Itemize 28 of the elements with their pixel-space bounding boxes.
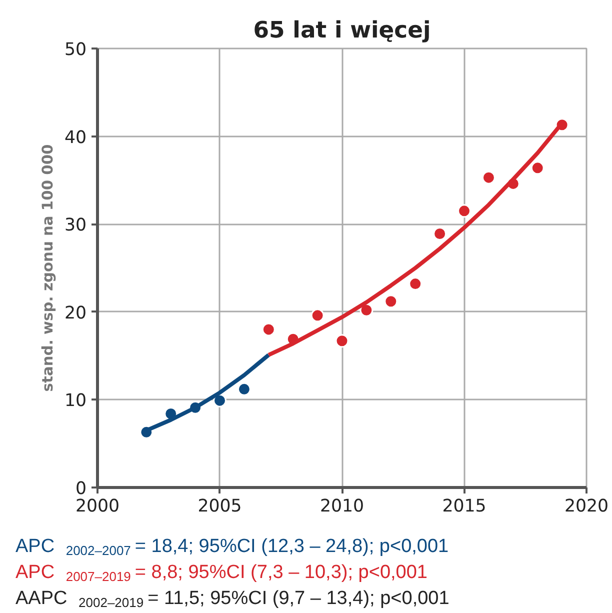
text: APC 2002–2007 = 18,4; 95%CI (12,3 – 24,8); p<0,001 <box>16 536 449 558</box>
point <box>310 308 324 322</box>
y-tick-label: 50 <box>64 40 87 60</box>
text: APC 2007–2019 = 8,8; 95%CI (7,3 – 10,3); p<0,001 <box>16 562 428 584</box>
point <box>530 161 544 175</box>
point <box>237 382 251 396</box>
point <box>213 394 226 408</box>
y-tick-label: 20 <box>64 303 87 324</box>
point <box>458 204 471 218</box>
x-tick-label: 2015 <box>442 496 486 516</box>
point <box>433 227 447 240</box>
y-tick-label: 10 <box>64 391 87 412</box>
x-tick-label: 2010 <box>320 496 364 516</box>
y-axis-title: stand. wsp. zgonu na 100 000 <box>39 144 56 392</box>
y-tick-label: 40 <box>64 128 87 148</box>
point <box>262 322 276 336</box>
point <box>384 294 398 308</box>
text: AAPC 2002–2019 = 11,5; 95%CI (9,7 – 13,4); p<0,001 <box>16 588 450 610</box>
x-tick-label: 2020 <box>564 496 609 516</box>
point <box>360 303 374 317</box>
y-tick-label: 0 <box>75 479 87 499</box>
x-tick-label: 2000 <box>75 496 120 516</box>
point <box>335 334 349 348</box>
y-tick-label: 30 <box>64 216 87 236</box>
x-tick-label: 2005 <box>198 496 242 516</box>
chart-title: 65 lat i więcej <box>253 18 431 44</box>
point <box>482 170 496 184</box>
point <box>408 277 422 291</box>
